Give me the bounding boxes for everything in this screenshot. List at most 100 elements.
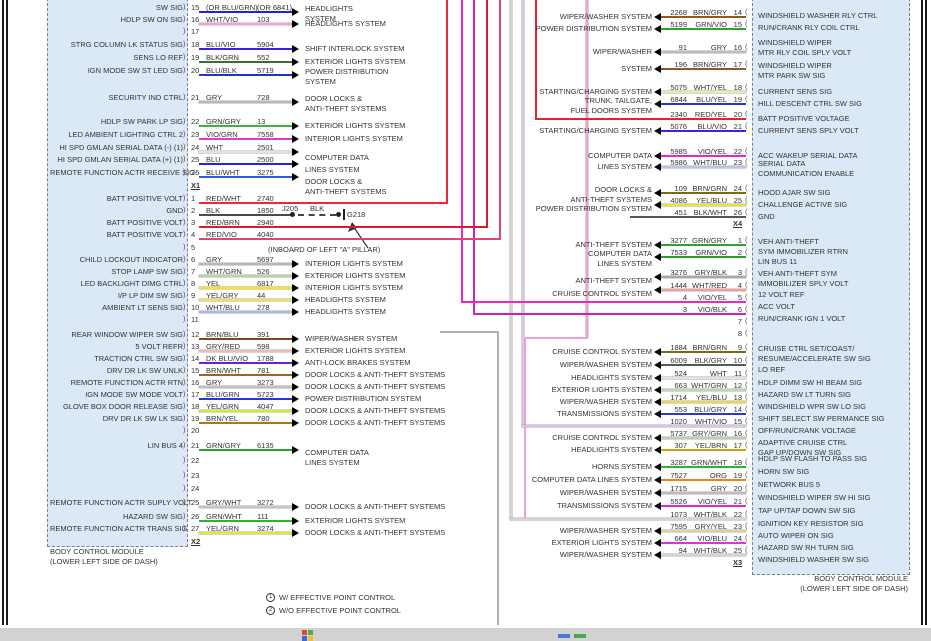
right-module-caption-line1: BODY CONTROL MODULE bbox=[814, 574, 908, 583]
wire-color-label: WHT/YEL bbox=[693, 83, 727, 92]
pin-bracket: ( bbox=[745, 496, 748, 505]
pin-number: 12 bbox=[733, 381, 742, 390]
arrow-left-icon bbox=[654, 463, 661, 471]
wire-color-label: BLU/VIO bbox=[697, 122, 727, 131]
right-module-caption-line2: (LOWER LEFT SIDE OF DASH) bbox=[800, 584, 908, 593]
wire-color-label: BRN/GRN bbox=[692, 343, 727, 352]
signal-label: SENS LO REF bbox=[133, 53, 183, 62]
signal-label: GND bbox=[166, 206, 183, 215]
pin-bracket: ) bbox=[183, 39, 186, 48]
signal-label: REMOTE FUNCTION ACTR RTN bbox=[70, 378, 183, 387]
pin-number: 19 bbox=[733, 471, 742, 480]
trunk-wire bbox=[510, 0, 512, 520]
pin-bracket: ( bbox=[745, 247, 748, 256]
pin-number: 26 bbox=[191, 168, 200, 177]
circuit-number: 2740 bbox=[257, 194, 274, 203]
signal-label: RESUME/ACCELERATE SW SIG bbox=[758, 354, 871, 363]
pin-bracket: ( bbox=[745, 304, 748, 313]
arrow-right-icon bbox=[292, 160, 299, 168]
wire bbox=[199, 48, 292, 50]
system-label: EXTERIOR LIGHTS SYSTEM bbox=[305, 271, 406, 280]
wire bbox=[661, 377, 746, 379]
circuit-number: 7595 bbox=[670, 522, 687, 531]
arrow-right-icon bbox=[292, 359, 299, 367]
system-label: WIPER/WASHER SYSTEM bbox=[559, 526, 652, 535]
pin-number: 3 bbox=[191, 218, 196, 227]
wire-color-label: BLU/WHT bbox=[206, 168, 240, 177]
wire-color-label: BRN/GRN bbox=[692, 184, 727, 193]
wire bbox=[661, 155, 746, 157]
circuit-number: 5199 bbox=[670, 20, 687, 29]
pin-number: 25 bbox=[191, 498, 200, 507]
pin-bracket: ( bbox=[745, 355, 748, 364]
wire bbox=[199, 138, 292, 140]
splice-label: J205 bbox=[282, 204, 299, 213]
pin-bracket: ) bbox=[183, 217, 186, 226]
system-label: EXTERIOR LIGHTS SYSTEM bbox=[551, 538, 652, 547]
pin-bracket: ) bbox=[183, 26, 186, 35]
wire-color-label: BRN/WHT bbox=[206, 366, 241, 375]
pin-number: 27 bbox=[191, 524, 200, 533]
signal-label: CURRENT SENS SPLY VOLT bbox=[758, 126, 859, 135]
system-label: CRUISE CONTROL SYSTEM bbox=[552, 289, 652, 298]
trunk-wire bbox=[586, 0, 588, 338]
trunk-wire bbox=[446, 0, 448, 204]
wire bbox=[199, 226, 486, 228]
circuit-number: 598 bbox=[257, 342, 270, 351]
pin-bracket: ( bbox=[745, 440, 748, 449]
wire-color-label: GRN/VIO bbox=[695, 248, 727, 257]
routing-line bbox=[497, 331, 499, 625]
pin-number: 6 bbox=[191, 255, 196, 264]
taskbar-icon bbox=[308, 630, 313, 635]
signal-label: RUN/CRANK RLY COIL CTRL bbox=[758, 23, 860, 32]
right-page-edge-line bbox=[925, 0, 927, 625]
pin-bracket: ) bbox=[183, 511, 186, 520]
system-label: SYSTEM bbox=[305, 14, 336, 23]
pin-bracket: ) bbox=[183, 440, 186, 449]
wire-color-label: BLK/WHT bbox=[693, 208, 727, 217]
pin-number: 5 bbox=[191, 243, 196, 252]
circuit-number: 1850 bbox=[257, 206, 274, 215]
wire bbox=[199, 61, 292, 63]
left-module-caption: BODY CONTROL MODULE (LOWER LEFT SIDE OF … bbox=[50, 547, 158, 567]
pin-number: 19 bbox=[191, 53, 200, 62]
pin-number: 14 bbox=[733, 405, 742, 414]
pin-bracket: ( bbox=[745, 416, 748, 425]
pin-number: 19 bbox=[191, 414, 200, 423]
wire-color-label: GRY bbox=[206, 378, 223, 387]
system-label: WIPER/WASHER SYSTEM bbox=[559, 360, 652, 369]
system-label: STARTING/CHARGING SYSTEM bbox=[539, 126, 652, 135]
pin-bracket: ( bbox=[745, 42, 748, 51]
pin-number: 18 bbox=[733, 83, 742, 92]
right-module-caption: BODY CONTROL MODULE (LOWER LEFT SIDE OF … bbox=[750, 574, 908, 594]
pin-number: 15 bbox=[733, 417, 742, 426]
pin-number: 8 bbox=[737, 329, 742, 338]
pin-bracket: ( bbox=[745, 157, 748, 166]
arrow-right-icon bbox=[292, 148, 299, 156]
wire-color-label: WHT/BLK bbox=[693, 510, 727, 519]
signal-label: NETWORK BUS 5 bbox=[758, 480, 821, 489]
arrow-right-icon bbox=[292, 58, 299, 66]
circuit-number: 781 bbox=[257, 366, 270, 375]
wire-color-label: GRY bbox=[206, 255, 223, 264]
system-label: WIPER/WASHER SYSTEM bbox=[559, 550, 652, 559]
signal-label: GND bbox=[758, 212, 775, 221]
system-label: ANTI-THEFT SYSTEM bbox=[575, 240, 652, 249]
system-label: COMPUTER DATA bbox=[588, 151, 652, 160]
arrow-right-icon bbox=[292, 517, 299, 525]
arrow-right-icon bbox=[292, 419, 299, 427]
circuit-number: 7533 bbox=[670, 248, 687, 257]
circuit-number: 3272 bbox=[257, 498, 274, 507]
splice-dot bbox=[290, 212, 295, 217]
system-label: HEADLIGHTS SYSTEM bbox=[305, 307, 386, 316]
signal-label: HORN SW SIG bbox=[758, 467, 810, 476]
system-label: DOOR LOCKS & ANTI-THEFT SYSTEMS bbox=[305, 406, 446, 415]
circuit-number: 94 bbox=[678, 546, 687, 555]
wire bbox=[661, 505, 746, 507]
left-module-caption-line2: (LOWER LEFT SIDE OF DASH) bbox=[50, 557, 158, 566]
pin-number: 14 bbox=[191, 354, 200, 363]
pin-number: 2 bbox=[737, 248, 742, 257]
arrow-right-icon bbox=[292, 71, 299, 79]
wire-color-label: YEL/BLU bbox=[696, 393, 727, 402]
wire-color-label: GRY/GRN bbox=[692, 429, 727, 438]
